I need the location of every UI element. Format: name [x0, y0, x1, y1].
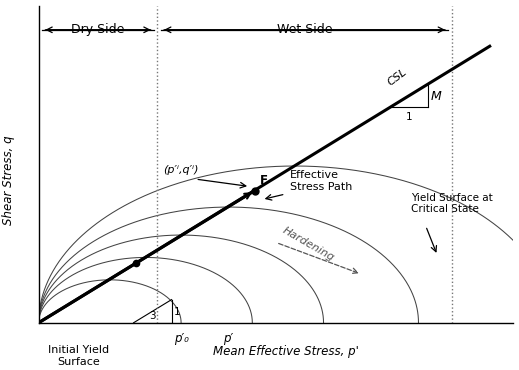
- Text: M: M: [430, 91, 441, 104]
- Text: 1: 1: [406, 112, 412, 122]
- Text: F: F: [260, 174, 267, 186]
- Text: 1: 1: [174, 306, 181, 317]
- Text: p′₀: p′₀: [174, 332, 188, 345]
- Text: (p′ⁱ,q′ⁱ): (p′ⁱ,q′ⁱ): [163, 165, 199, 175]
- X-axis label: Mean Effective Stress, p': Mean Effective Stress, p': [213, 345, 359, 358]
- Text: Effective
Stress Path: Effective Stress Path: [290, 170, 353, 192]
- Text: Hardening: Hardening: [281, 225, 336, 263]
- Text: Wet Side: Wet Side: [277, 23, 332, 36]
- Y-axis label: Shear Stress, q: Shear Stress, q: [2, 135, 15, 225]
- Text: Dry Side: Dry Side: [71, 23, 125, 36]
- Text: p′⁣: p′⁣: [224, 332, 234, 345]
- Text: 3: 3: [149, 311, 156, 321]
- Text: Yield Surface at
Critical State: Yield Surface at Critical State: [412, 192, 493, 214]
- Text: Initial Yield
Surface: Initial Yield Surface: [48, 345, 110, 367]
- Text: CSL: CSL: [386, 67, 408, 88]
